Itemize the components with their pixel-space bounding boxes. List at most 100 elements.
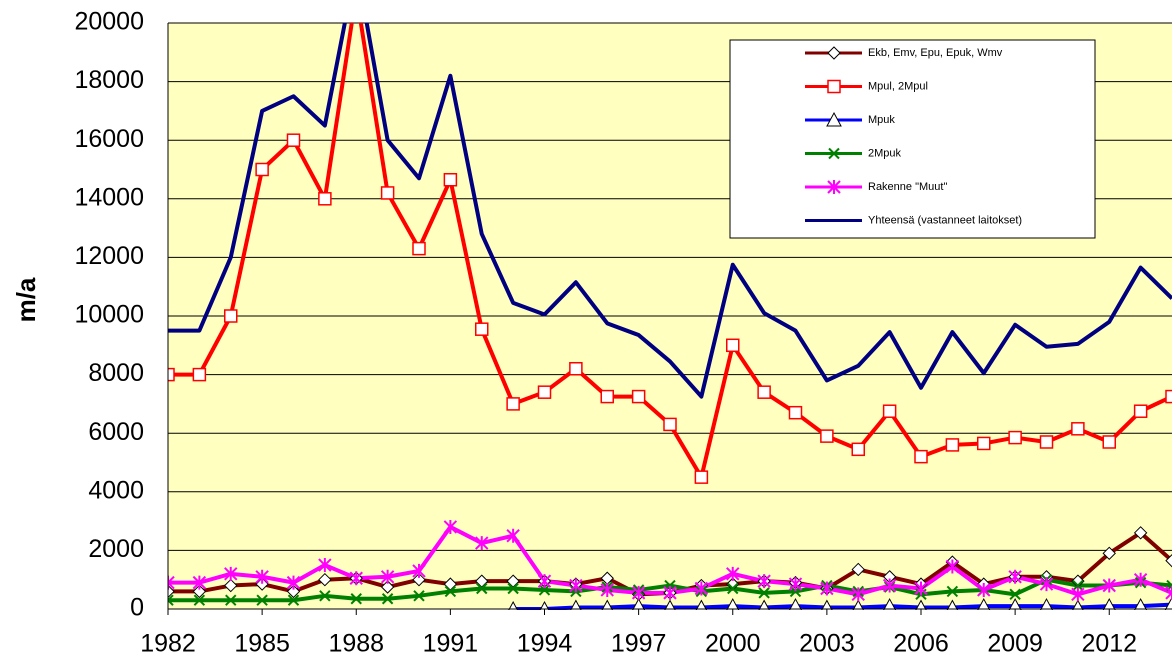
x-tick-label: 1991 [423, 630, 479, 658]
marker [380, 569, 395, 584]
marker [569, 578, 583, 593]
marker [570, 599, 582, 610]
marker [1071, 422, 1085, 436]
marker [381, 593, 394, 605]
marker [1102, 435, 1116, 449]
marker [1102, 598, 1116, 610]
marker [758, 599, 770, 610]
y-tick-label: 2000 [88, 535, 144, 563]
marker [851, 562, 865, 577]
marker [1072, 599, 1084, 610]
marker [945, 559, 960, 574]
marker [286, 575, 301, 590]
marker [168, 367, 175, 382]
marker [915, 599, 927, 610]
marker [287, 594, 300, 606]
marker [977, 436, 991, 451]
marker [1039, 577, 1054, 592]
marker [350, 593, 362, 605]
marker [224, 309, 238, 323]
marker [663, 585, 677, 600]
marker [757, 385, 771, 399]
marker [444, 585, 457, 598]
marker [507, 582, 519, 595]
marker [506, 397, 520, 411]
marker [851, 442, 865, 457]
marker [1102, 546, 1116, 561]
marker [538, 584, 551, 596]
marker [412, 572, 426, 587]
marker [826, 111, 842, 127]
marker [443, 173, 458, 187]
marker [380, 580, 395, 594]
y-tick-label: 8000 [88, 359, 144, 387]
y-tick-label: 4000 [88, 476, 144, 504]
y-tick-label: 0 [130, 594, 144, 622]
marker [1165, 389, 1172, 404]
marker [977, 582, 991, 597]
marker [1039, 435, 1054, 449]
marker [192, 367, 207, 382]
marker [537, 574, 552, 589]
marker [601, 599, 613, 610]
marker [475, 322, 489, 336]
marker [820, 581, 834, 596]
marker [506, 528, 520, 543]
y-tick-label: 6000 [88, 418, 144, 446]
marker [851, 587, 865, 602]
marker [1102, 578, 1116, 593]
marker [1040, 598, 1053, 610]
series-line [168, 23, 1172, 399]
legend-label: Rakenne "Muut" [868, 181, 947, 193]
marker [192, 584, 207, 599]
x-tick-label: 2003 [799, 630, 855, 658]
x-tick-label: 1982 [140, 630, 196, 658]
marker [694, 581, 709, 596]
marker [695, 599, 708, 610]
marker [945, 438, 960, 452]
marker [413, 590, 425, 602]
y-tick-label: 16000 [74, 125, 144, 153]
marker [631, 585, 646, 600]
marker [977, 598, 991, 610]
marker [726, 577, 740, 591]
legend-label: Ekb, Emv, Epu, Epuk, Wmv [868, 47, 1003, 59]
marker [827, 46, 841, 60]
marker [318, 572, 332, 587]
x-tick-label: 1985 [234, 630, 290, 658]
marker [827, 79, 841, 94]
marker [475, 536, 489, 551]
marker [380, 186, 395, 200]
x-tick-label: 1988 [328, 630, 384, 658]
marker [726, 566, 740, 581]
marker [537, 385, 552, 399]
marker [1072, 579, 1084, 592]
marker [1071, 587, 1085, 602]
marker [168, 584, 175, 599]
y-tick-label: 18000 [74, 66, 144, 94]
y-tick-label: 14000 [74, 183, 144, 211]
marker [828, 147, 840, 160]
marker [286, 133, 301, 147]
marker [1008, 598, 1022, 610]
marker [631, 389, 646, 404]
marker [168, 594, 174, 606]
marker [789, 598, 802, 610]
marker [827, 180, 841, 194]
y-tick-label: 10000 [74, 301, 144, 329]
marker [193, 594, 206, 606]
marker [757, 574, 771, 589]
marker [569, 361, 583, 376]
marker [852, 599, 864, 610]
marker [318, 558, 332, 573]
marker [726, 338, 740, 353]
marker [600, 582, 614, 597]
y-axis-label: m/a [11, 277, 41, 322]
marker [788, 405, 803, 420]
x-tick-label: 2012 [1081, 630, 1137, 658]
marker [882, 578, 897, 593]
marker [319, 590, 331, 602]
y-tick-label: 12000 [74, 242, 144, 270]
marker [349, 571, 363, 586]
marker [788, 577, 803, 592]
